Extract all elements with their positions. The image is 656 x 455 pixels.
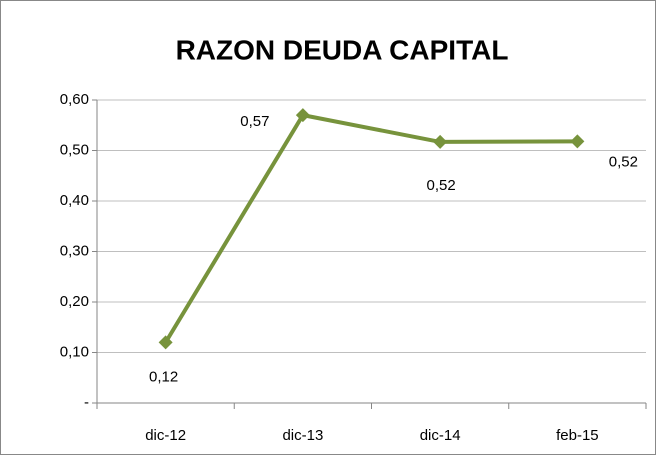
data-point [570, 134, 585, 149]
x-tick-label: dic-13 [282, 427, 323, 444]
x-tick-label: feb-15 [556, 427, 599, 444]
y-tick-label: 0,20 [60, 293, 89, 310]
data-point [433, 134, 448, 149]
x-tick-label: dic-12 [145, 427, 186, 444]
x-tick-label: dic-14 [420, 427, 461, 444]
data-label: 0,52 [609, 153, 638, 170]
y-tick-label: 0,30 [60, 242, 89, 259]
y-tick-label: 0,50 [60, 141, 89, 158]
data-label: 0,52 [427, 177, 456, 194]
y-tick-label: - [84, 394, 89, 411]
data-label: 0,12 [149, 368, 178, 385]
data-point [295, 108, 310, 123]
chart-title: RAZON DEUDA CAPITAL [176, 34, 509, 65]
y-tick-label: 0,60 [60, 91, 89, 108]
data-label: 0,57 [240, 113, 269, 130]
data-point [158, 335, 173, 350]
data-line [163, 113, 578, 344]
y-tick-label: 0,40 [60, 192, 89, 209]
y-tick-label: 0,10 [60, 343, 89, 360]
